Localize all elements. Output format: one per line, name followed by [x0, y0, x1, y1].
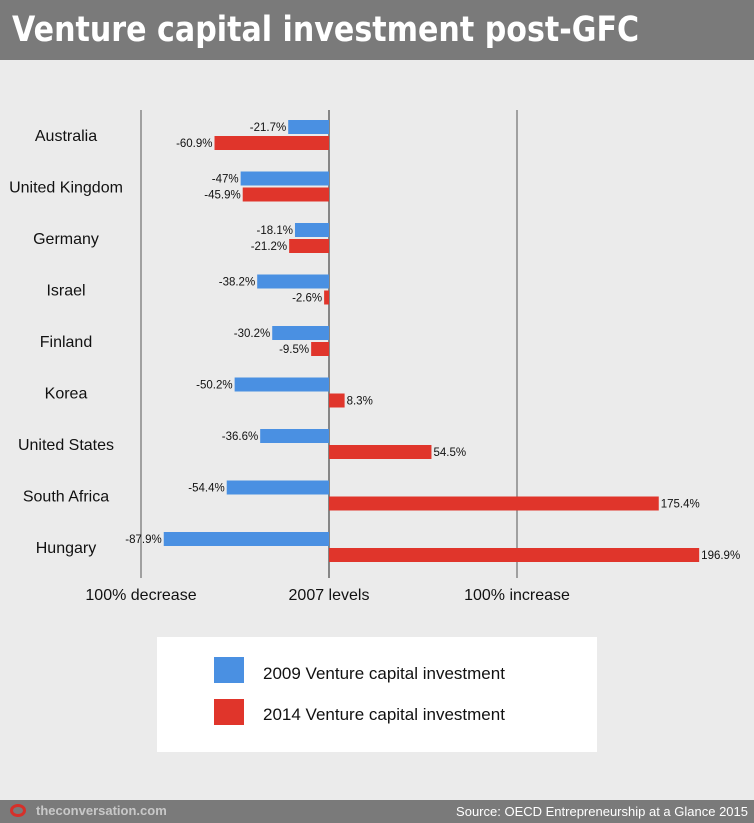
bar-2014: [329, 445, 432, 459]
legend-label-2014: 2014 Venture capital investment: [263, 705, 505, 724]
bar-chart: 100% decrease 2007 levels 100% increase Aus…: [9, 110, 740, 604]
data-label-2014: -2.6%: [292, 293, 322, 305]
category-label: Australia: [35, 128, 97, 145]
data-label-2009: -47%: [212, 174, 239, 186]
bar-2009: [260, 429, 329, 443]
data-label-2009: -36.6%: [222, 431, 258, 443]
bar-2009: [240, 171, 329, 186]
data-label-2014: 196.9%: [701, 550, 740, 562]
data-label-2009: -18.1%: [257, 225, 293, 237]
category-label: United States: [18, 437, 114, 454]
category-label: Hungary: [36, 540, 96, 557]
data-label-2009: -54.4%: [188, 483, 224, 495]
data-label-2014: -21.2%: [251, 241, 287, 253]
legend-label-2009: 2009 Venture capital investment: [263, 664, 505, 683]
data-label-2014: -45.9%: [204, 190, 240, 202]
bar-2009: [257, 274, 329, 289]
bar-2014: [214, 136, 329, 150]
data-label-2014: 54.5%: [433, 447, 466, 459]
category-label: United Kingdom: [9, 180, 123, 197]
data-label-2014: -60.9%: [176, 138, 212, 150]
data-label-2014: 8.3%: [347, 396, 373, 408]
category-label: Germany: [33, 231, 99, 248]
data-label-2009: -87.9%: [125, 534, 161, 546]
bar-2009: [272, 326, 329, 340]
footer-source: Source: OECD Entrepreneurship at a Glanc…: [456, 804, 748, 819]
legend: 2009 Venture capital investment 2014 Ven…: [157, 637, 597, 752]
bar-2014: [289, 239, 329, 253]
bar-2009: [226, 480, 329, 495]
bar-2014: [329, 548, 700, 562]
bar-2014: [242, 187, 329, 202]
footer-bar: theconversation.com Source: OECD Entrepr…: [0, 800, 754, 823]
category-label: Israel: [46, 283, 85, 300]
bar-2009: [288, 120, 329, 134]
category-label: Finland: [40, 334, 92, 351]
data-label-2014: -9.5%: [279, 344, 309, 356]
footer-brand: theconversation.com: [36, 803, 167, 818]
data-label-2014: 175.4%: [661, 499, 700, 511]
category-label: South Africa: [23, 489, 109, 506]
data-label-2009: -38.2%: [219, 277, 255, 289]
axis-label-1: 2007 levels: [289, 587, 370, 604]
data-label-2009: -50.2%: [196, 380, 232, 392]
bar-2009: [163, 532, 329, 546]
bar-2009: [294, 223, 329, 237]
speech-bubble-icon: [10, 804, 26, 817]
legend-swatch-2009: [214, 657, 244, 683]
bar-2009: [234, 377, 329, 392]
data-label-2009: -21.7%: [250, 122, 286, 134]
bar-2014: [324, 290, 329, 305]
bar-2014: [329, 393, 345, 408]
data-label-2009: -30.2%: [234, 328, 270, 340]
legend-swatch-2014: [214, 699, 244, 725]
chart-title: Venture capital investment post-GFC: [12, 10, 640, 50]
axis-label-2: 100% increase: [464, 587, 570, 604]
axis-label-0: 100% decrease: [85, 587, 196, 604]
header-bar: Venture capital investment post-GFC: [0, 0, 754, 60]
bar-2014: [311, 342, 329, 356]
bar-2014: [329, 496, 659, 511]
category-label: Korea: [45, 386, 88, 403]
